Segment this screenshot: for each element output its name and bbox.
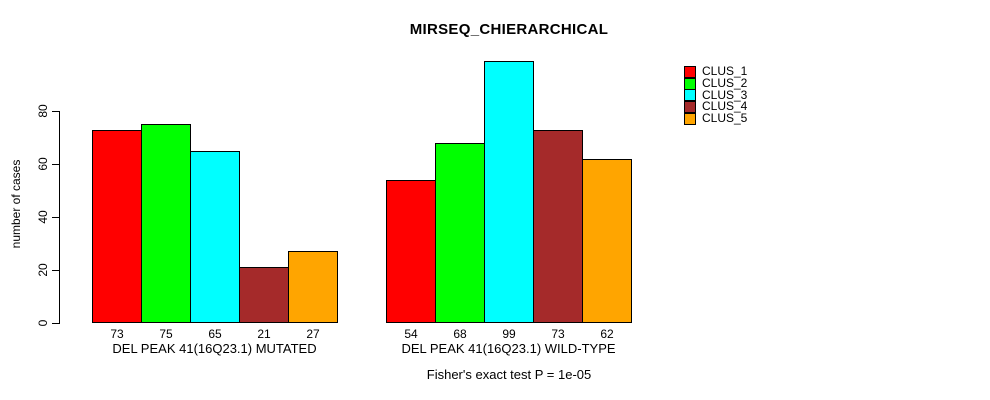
legend-item: CLUS_4	[684, 99, 748, 114]
annotation-text: Fisher's exact test P = 1e-05	[426, 367, 592, 382]
bar-value-label: 65	[208, 327, 222, 341]
y-tick-label: 20	[36, 263, 50, 277]
bar-clus_1	[386, 179, 436, 323]
bar-value-label: 75	[159, 327, 173, 341]
bar-clus_2	[435, 142, 485, 323]
legend-color-swatch	[684, 77, 696, 90]
legend-item: CLUS_1	[684, 64, 748, 79]
bar-clus_3	[190, 150, 240, 323]
legend-item: CLUS_2	[684, 76, 748, 91]
group-label: DEL PEAK 41(16Q23.1) MUTATED	[112, 341, 317, 356]
y-tick-mark	[52, 111, 59, 112]
legend-label: CLUS_1	[702, 64, 748, 79]
bar-value-label: 73	[551, 327, 565, 341]
legend-label: CLUS_2	[702, 76, 748, 91]
chart-title: MIRSEQ_CHIERARCHICAL	[409, 21, 609, 38]
bar-value-label: 54	[404, 327, 418, 341]
legend-item: CLUS_5	[684, 111, 748, 126]
bar-clus_5	[288, 251, 338, 323]
legend-label: CLUS_3	[702, 87, 748, 102]
y-tick-label: 80	[36, 104, 50, 118]
legend-label: CLUS_5	[702, 111, 748, 126]
bar-clus_5	[582, 158, 632, 323]
y-tick-mark	[52, 270, 59, 271]
y-tick-mark	[52, 323, 59, 324]
bar-clus_3	[484, 60, 534, 323]
bar-value-label: 99	[502, 327, 516, 341]
y-tick-mark	[52, 164, 59, 165]
legend-color-swatch	[684, 100, 696, 113]
bar-value-label: 27	[306, 327, 320, 341]
bar-value-label: 73	[110, 327, 124, 341]
legend-label: CLUS_4	[702, 99, 748, 114]
y-tick-label: 60	[36, 157, 50, 171]
y-axis-label: number of cases	[9, 159, 23, 249]
y-axis-line	[59, 111, 60, 324]
bar-clus_4	[239, 267, 289, 323]
y-tick-label: 0	[36, 319, 50, 327]
bar-value-label: 68	[453, 327, 467, 341]
bar-clus_1	[92, 129, 142, 323]
legend-item: CLUS_3	[684, 87, 748, 102]
legend: CLUS_1 CLUS_2 CLUS_3 CLUS_4 CLUS_5	[684, 64, 748, 126]
legend-color-swatch	[684, 112, 696, 125]
bar-clus_2	[141, 124, 191, 323]
group-label: DEL PEAK 41(16Q23.1) WILD-TYPE	[401, 341, 616, 356]
legend-color-swatch	[684, 65, 696, 78]
bar-clus_4	[533, 129, 583, 323]
y-tick-label: 40	[36, 210, 50, 224]
bar-value-label: 21	[257, 327, 271, 341]
y-tick-mark	[52, 217, 59, 218]
bar-value-label: 62	[600, 327, 614, 341]
legend-color-swatch	[684, 89, 696, 102]
